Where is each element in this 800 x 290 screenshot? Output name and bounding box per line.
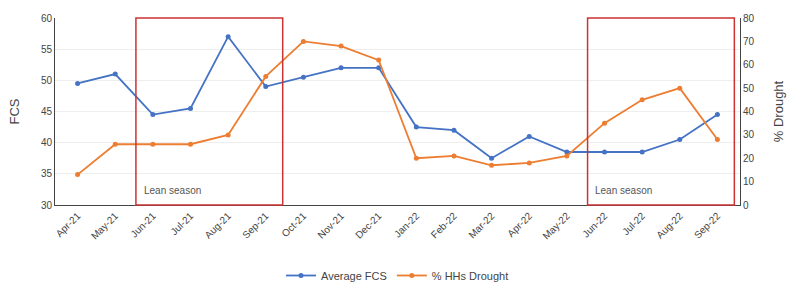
svg-text:Average FCS: Average FCS (321, 270, 387, 282)
svg-text:35: 35 (41, 168, 53, 179)
svg-text:Apr-22: Apr-22 (505, 210, 534, 239)
svg-text:FCS: FCS (7, 98, 22, 124)
svg-text:Oct-21: Oct-21 (279, 210, 308, 239)
svg-text:Lean season: Lean season (595, 185, 652, 196)
svg-text:0: 0 (743, 200, 749, 211)
svg-text:55: 55 (41, 44, 53, 55)
svg-text:40: 40 (41, 137, 53, 148)
svg-text:60: 60 (41, 13, 53, 24)
svg-text:% HHs Drought: % HHs Drought (432, 270, 508, 282)
svg-text:Aug-21: Aug-21 (202, 210, 233, 241)
svg-text:70: 70 (743, 36, 755, 47)
svg-text:Dec-21: Dec-21 (353, 210, 384, 241)
svg-text:30: 30 (41, 200, 53, 211)
svg-text:20: 20 (743, 153, 755, 164)
svg-text:30: 30 (743, 129, 755, 140)
svg-text:Sep-21: Sep-21 (240, 210, 271, 241)
svg-text:% Drought: % Drought (771, 80, 786, 142)
svg-text:50: 50 (743, 83, 755, 94)
svg-text:Aug-22: Aug-22 (654, 210, 685, 241)
svg-text:Feb-22: Feb-22 (429, 210, 459, 240)
svg-text:Lean season: Lean season (144, 185, 201, 196)
svg-text:Sep-22: Sep-22 (692, 210, 723, 241)
svg-text:Jun-22: Jun-22 (580, 210, 610, 240)
svg-text:Mar-22: Mar-22 (466, 210, 496, 240)
svg-text:Jul-21: Jul-21 (168, 210, 195, 237)
svg-text:80: 80 (743, 13, 755, 24)
svg-text:Apr-21: Apr-21 (54, 210, 83, 239)
svg-text:45: 45 (41, 106, 53, 117)
svg-text:60: 60 (743, 59, 755, 70)
svg-text:50: 50 (41, 75, 53, 86)
svg-text:Nov-21: Nov-21 (315, 210, 346, 241)
svg-text:Jul-22: Jul-22 (620, 210, 647, 237)
svg-text:May-22: May-22 (540, 210, 572, 242)
svg-text:Jun-21: Jun-21 (128, 210, 158, 240)
svg-text:10: 10 (743, 176, 755, 187)
svg-text:May-21: May-21 (89, 210, 121, 242)
svg-text:40: 40 (743, 106, 755, 117)
svg-text:Jan-22: Jan-22 (392, 210, 422, 240)
